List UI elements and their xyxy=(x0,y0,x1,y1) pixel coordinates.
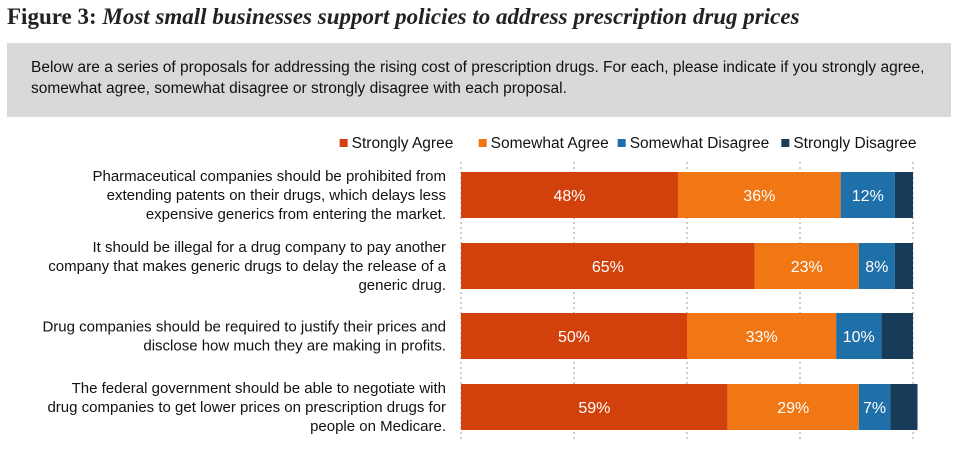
bar-segment xyxy=(890,384,918,430)
category-label: Pharmaceutical companies should be prohi… xyxy=(92,168,446,185)
category-label: expensive generics from entering the mar… xyxy=(146,206,446,223)
figure-title-text: Most small businesses support policies t… xyxy=(102,4,800,29)
legend-swatch xyxy=(781,139,790,147)
bar-segment xyxy=(461,313,687,359)
legend-swatch xyxy=(339,139,348,147)
bar-segment xyxy=(840,172,895,218)
legend-swatch xyxy=(478,139,487,147)
bar-segment xyxy=(754,243,859,289)
data-label: 65% xyxy=(592,259,624,276)
figure-title: Figure 3: Most small businesses support … xyxy=(7,4,957,30)
category-label: Drug companies should be required to jus… xyxy=(42,319,446,336)
category-label: It should be illegal for a drug company … xyxy=(92,239,446,256)
data-label: 10% xyxy=(843,329,875,346)
category-label: disclose how much they are making in pro… xyxy=(143,338,446,355)
category-label: The federal government should be able to… xyxy=(72,380,446,397)
bar-segment xyxy=(858,384,891,430)
bar-segment xyxy=(894,172,913,218)
bar-segment xyxy=(461,384,728,430)
data-label: 33% xyxy=(746,329,778,346)
category-label: company that makes generic drugs to dela… xyxy=(48,258,446,275)
bar-segment xyxy=(677,172,841,218)
bar-segment xyxy=(836,313,882,359)
legend-label: Somewhat Disagree xyxy=(630,135,770,152)
legend-swatch xyxy=(617,139,626,147)
legend-label: Strongly Agree xyxy=(352,135,454,152)
category-label: generic drug. xyxy=(358,277,446,294)
data-label: 8% xyxy=(865,259,888,276)
bar-segment xyxy=(461,243,755,289)
category-label: extending patents on their drugs, which … xyxy=(107,187,446,204)
data-label: 48% xyxy=(553,188,585,205)
legend-label: Somewhat Agree xyxy=(491,135,609,152)
question-text: Below are a series of proposals for addr… xyxy=(31,59,925,97)
category-label: people on Medicare. xyxy=(310,418,446,435)
question-box: Below are a series of proposals for addr… xyxy=(7,43,951,117)
data-label: 23% xyxy=(791,259,823,276)
legend-label: Strongly Disagree xyxy=(793,135,916,152)
bar-segment xyxy=(858,243,895,289)
category-label: drug companies to get lower prices on pr… xyxy=(47,399,446,416)
bar-segment xyxy=(727,384,859,430)
bar-segment xyxy=(461,172,678,218)
data-label: 7% xyxy=(863,400,886,417)
figure-label: Figure 3: xyxy=(7,4,97,29)
bar-segment xyxy=(894,243,913,289)
bar-segment xyxy=(881,313,913,359)
data-label: 29% xyxy=(777,400,809,417)
data-label: 50% xyxy=(558,329,590,346)
data-label: 12% xyxy=(852,188,884,205)
data-label: 36% xyxy=(743,188,775,205)
data-label: 59% xyxy=(578,400,610,417)
bar-segment xyxy=(687,313,837,359)
